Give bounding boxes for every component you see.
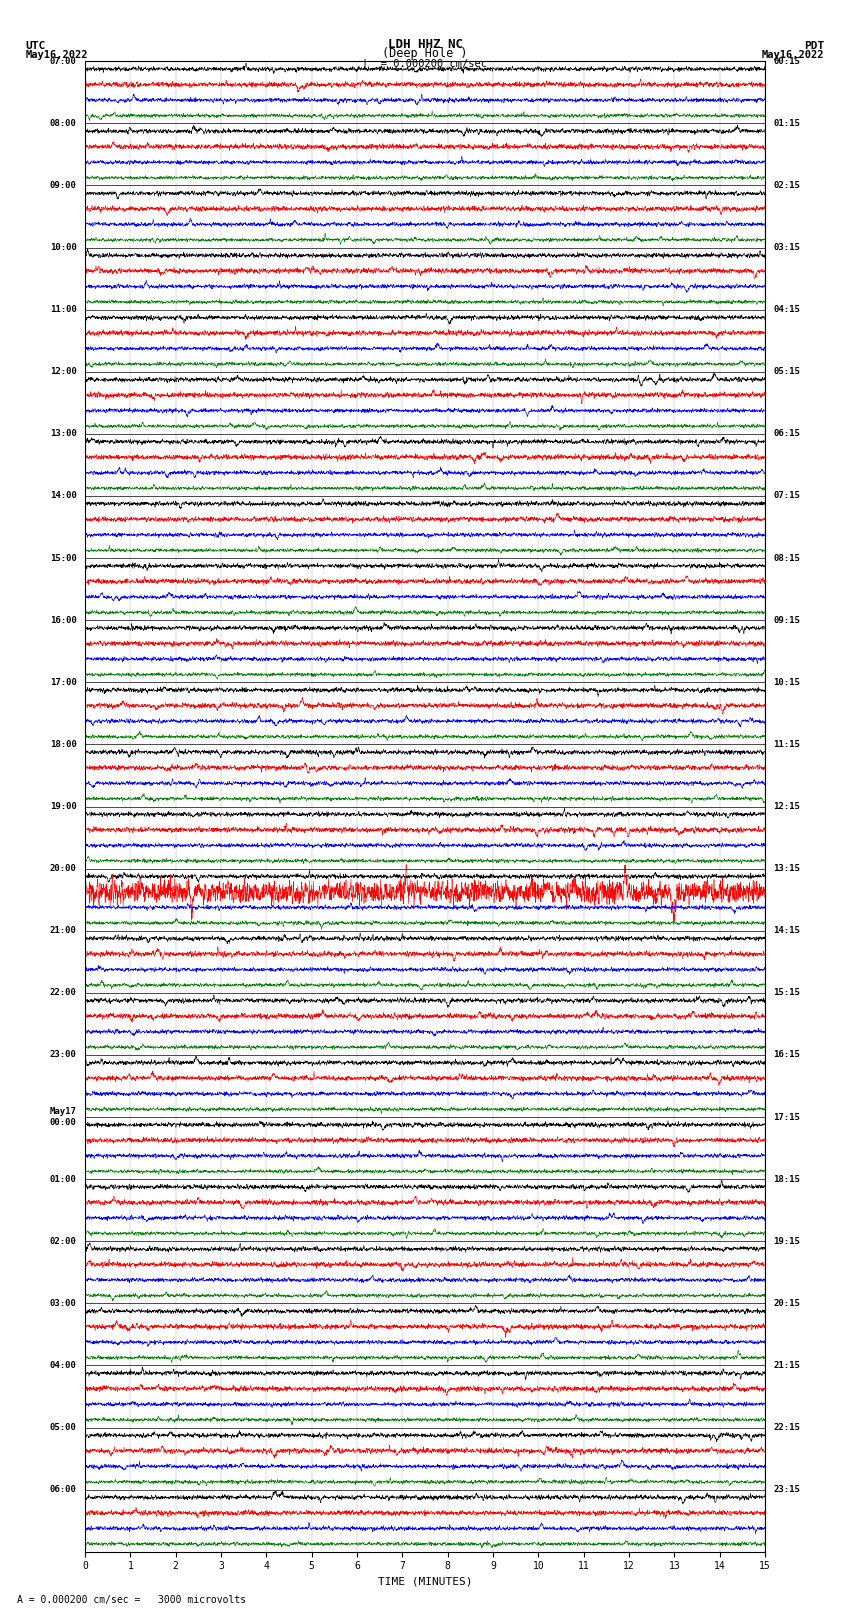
Text: 06:00: 06:00 <box>50 1486 76 1494</box>
Text: 13:15: 13:15 <box>774 865 800 873</box>
Text: 17:15: 17:15 <box>774 1113 800 1121</box>
Text: 13:00: 13:00 <box>50 429 76 439</box>
Text: 07:15: 07:15 <box>774 492 800 500</box>
Text: |  = 0.000200 cm/sec: | = 0.000200 cm/sec <box>362 58 488 69</box>
Text: 12:15: 12:15 <box>774 802 800 811</box>
Text: 21:15: 21:15 <box>774 1361 800 1369</box>
Text: 18:00: 18:00 <box>50 740 76 748</box>
Text: 21:00: 21:00 <box>50 926 76 936</box>
Text: 20:00: 20:00 <box>50 865 76 873</box>
Text: 10:15: 10:15 <box>774 677 800 687</box>
Text: 09:15: 09:15 <box>774 616 800 624</box>
Text: UTC: UTC <box>26 40 46 50</box>
Text: 18:15: 18:15 <box>774 1174 800 1184</box>
Text: 06:15: 06:15 <box>774 429 800 439</box>
Text: PDT: PDT <box>804 40 824 50</box>
Text: May16,2022: May16,2022 <box>26 50 88 60</box>
Text: 09:00: 09:00 <box>50 181 76 190</box>
Text: 03:00: 03:00 <box>50 1298 76 1308</box>
X-axis label: TIME (MINUTES): TIME (MINUTES) <box>377 1578 473 1587</box>
Text: 10:00: 10:00 <box>50 244 76 252</box>
Text: 16:00: 16:00 <box>50 616 76 624</box>
Text: 23:00: 23:00 <box>50 1050 76 1060</box>
Text: 04:15: 04:15 <box>774 305 800 315</box>
Text: 04:00: 04:00 <box>50 1361 76 1369</box>
Text: 01:15: 01:15 <box>774 119 800 127</box>
Text: May17
00:00: May17 00:00 <box>50 1107 76 1127</box>
Text: 08:00: 08:00 <box>50 119 76 127</box>
Text: LDH HHZ NC: LDH HHZ NC <box>388 37 462 50</box>
Text: 22:15: 22:15 <box>774 1423 800 1432</box>
Text: 01:00: 01:00 <box>50 1174 76 1184</box>
Text: 15:00: 15:00 <box>50 553 76 563</box>
Text: 14:15: 14:15 <box>774 926 800 936</box>
Text: 02:00: 02:00 <box>50 1237 76 1245</box>
Text: 15:15: 15:15 <box>774 989 800 997</box>
Text: 14:00: 14:00 <box>50 492 76 500</box>
Text: 20:15: 20:15 <box>774 1298 800 1308</box>
Text: 11:15: 11:15 <box>774 740 800 748</box>
Text: 03:15: 03:15 <box>774 244 800 252</box>
Text: 16:15: 16:15 <box>774 1050 800 1060</box>
Text: 02:15: 02:15 <box>774 181 800 190</box>
Text: 22:00: 22:00 <box>50 989 76 997</box>
Text: 08:15: 08:15 <box>774 553 800 563</box>
Text: 12:00: 12:00 <box>50 368 76 376</box>
Text: 07:00: 07:00 <box>50 56 76 66</box>
Text: May16,2022: May16,2022 <box>762 50 824 60</box>
Text: 05:00: 05:00 <box>50 1423 76 1432</box>
Text: A = 0.000200 cm/sec =   3000 microvolts: A = 0.000200 cm/sec = 3000 microvolts <box>17 1595 246 1605</box>
Text: (Deep Hole ): (Deep Hole ) <box>382 47 468 60</box>
Text: 19:15: 19:15 <box>774 1237 800 1245</box>
Text: 11:00: 11:00 <box>50 305 76 315</box>
Text: 17:00: 17:00 <box>50 677 76 687</box>
Text: 23:15: 23:15 <box>774 1486 800 1494</box>
Text: 05:15: 05:15 <box>774 368 800 376</box>
Text: 00:15: 00:15 <box>774 56 800 66</box>
Text: 19:00: 19:00 <box>50 802 76 811</box>
